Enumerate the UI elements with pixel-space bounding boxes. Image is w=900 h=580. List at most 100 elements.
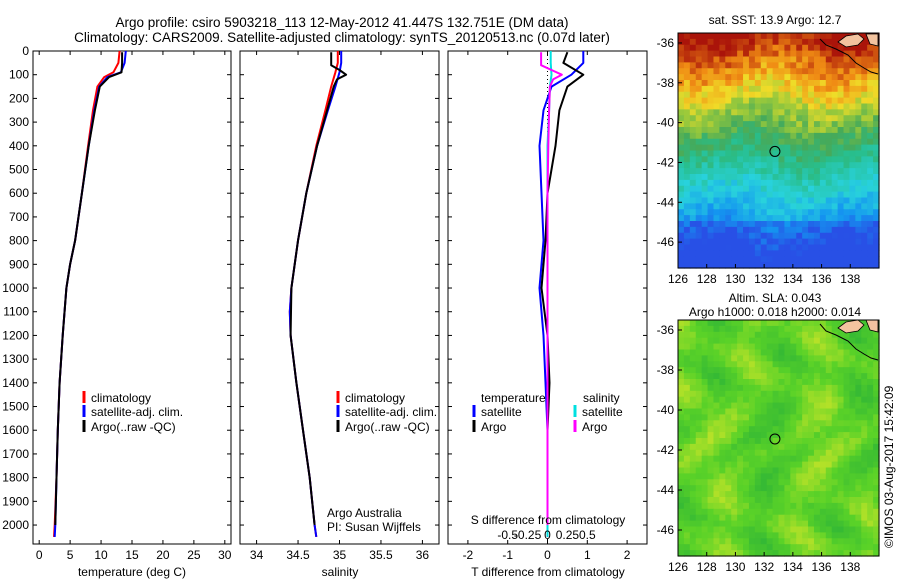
heatmap-cell [743,38,750,46]
heatmap-cell [689,238,697,246]
heatmap-cell [683,221,691,228]
heatmap-cell [760,144,768,152]
heatmap-cell [731,50,738,58]
heatmap-cell [737,320,744,327]
heatmap-cell [754,502,762,510]
heatmap-cell [754,144,762,152]
temperature-x-ticks: 0 5 10 15 20 25 30 [36,51,232,562]
heatmap-cell [796,337,803,345]
heatmap-cell [701,215,709,222]
heatmap-cell [707,44,715,52]
heatmap-cell [713,232,720,240]
heatmap-cell [737,526,744,533]
heatmap-cell [737,544,744,551]
heatmap-cell [748,544,756,551]
x-tick-label: 0 [36,548,43,562]
heatmap-cell [701,337,709,345]
heatmap-cell [772,150,780,157]
heatmap-cell [813,127,821,134]
heatmap-cell [867,426,874,433]
heatmap-cell [743,526,750,533]
heatmap-cell [772,191,780,199]
heatmap-cell [825,132,833,140]
heatmap-cell [819,379,827,386]
heatmap-cell [760,191,768,199]
heatmap-cell [678,121,685,128]
heatmap-cell [678,68,685,75]
y-tick-label: 900 [9,257,29,271]
heatmap-cell [748,232,756,240]
heatmap-cell [748,320,756,327]
heatmap-cell [695,384,703,392]
heatmap-cell [796,138,803,146]
heatmap-cell [678,91,685,99]
heatmap-cell [678,384,685,392]
heatmap-cell [796,174,803,181]
heatmap-cell [707,325,715,333]
heatmap-cell [719,379,726,386]
heatmap-cell [737,138,744,146]
heatmap-cell [760,226,768,234]
heatmap-cell [861,396,868,404]
heatmap-cell [802,414,809,421]
heatmap-cell [713,115,720,122]
heatmap-cell [772,384,780,392]
heatmap-cell [796,432,803,439]
heatmap-cell [796,250,803,257]
heatmap-cell [760,215,768,222]
heatmap-cell [743,532,750,539]
heatmap-cell [867,432,874,439]
heatmap-cell [748,420,756,427]
x-tick-label: 15 [125,548,139,562]
heatmap-cell [819,85,827,93]
heatmap-cell [719,485,726,492]
heatmap-cell [855,379,862,386]
heatmap-cell [719,68,726,75]
heatmap-cell [813,467,821,474]
heatmap-cell [861,384,868,392]
heatmap-cell [873,262,880,269]
heatmap-cell [831,121,839,128]
heatmap-cell [695,179,703,187]
heatmap-cell [754,526,762,533]
heatmap-cell [855,408,862,415]
heatmap-cell [784,262,791,269]
heatmap-cell [837,491,845,498]
heatmap-cell [695,379,703,386]
heatmap-cell [855,455,862,463]
heatmap-cell [813,455,821,463]
heatmap-cell [725,62,732,69]
lon-tick-label: 128 [697,560,717,574]
heatmap-cell [819,262,827,269]
heatmap-cell [831,97,839,105]
heatmap-cell [748,109,756,116]
heatmap-cell [802,390,809,398]
heatmap-cell [760,138,768,146]
heatmap-cell [808,33,815,40]
heatmap-cell [754,221,762,228]
heatmap-cell [867,373,874,380]
heatmap-cell [701,138,709,146]
heatmap-cell [784,532,791,539]
heatmap-cell [849,215,856,222]
heatmap-cell [873,215,880,222]
heatmap-cell [731,121,738,128]
legend-s-satellite: satellite [582,405,623,419]
heatmap-cell [802,174,809,181]
heatmap-cell [748,497,756,504]
heatmap-cell [760,74,768,81]
heatmap-cell [743,197,750,204]
heatmap-cell [707,331,715,339]
heatmap-cell [873,337,880,345]
heatmap-cell [796,373,803,380]
heatmap-cell [719,33,726,40]
heatmap-cell [731,443,738,451]
heatmap-cell [754,156,762,163]
heatmap-cell [748,215,756,222]
heatmap-cell [867,538,874,545]
heatmap-cell [802,320,809,327]
heatmap-cell [678,355,685,362]
heatmap-cell [825,343,833,351]
heatmap-cell [867,238,874,246]
heatmap-cell [695,44,703,52]
